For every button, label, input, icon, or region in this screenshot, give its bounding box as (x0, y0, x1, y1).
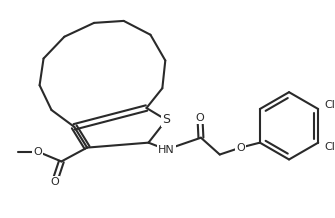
Text: Cl: Cl (325, 100, 335, 110)
Text: Cl: Cl (325, 142, 335, 152)
Text: O: O (236, 143, 245, 153)
Text: HN: HN (158, 145, 175, 155)
Text: O: O (33, 146, 42, 157)
Text: S: S (162, 113, 170, 126)
Text: O: O (50, 177, 59, 187)
Text: O: O (196, 113, 204, 123)
